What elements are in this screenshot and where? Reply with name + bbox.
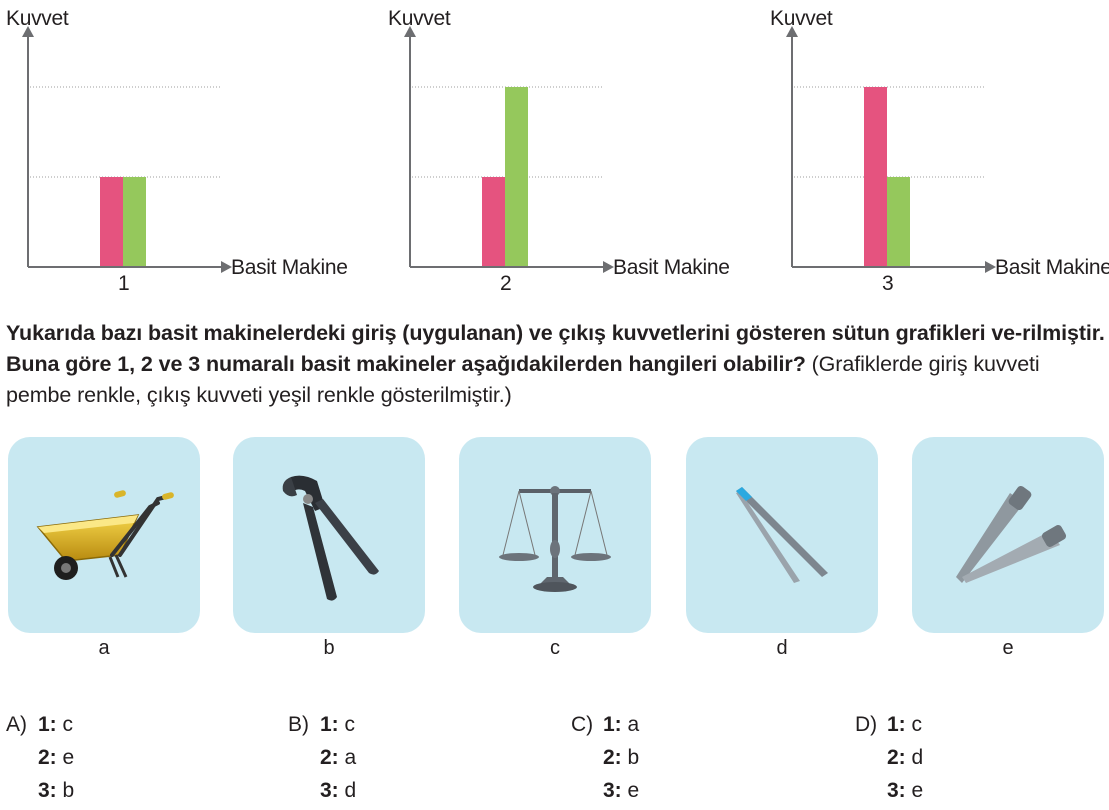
option-letter: C) bbox=[571, 713, 594, 736]
tool-label-d: d bbox=[776, 637, 788, 659]
option-letter: D) bbox=[855, 713, 878, 736]
tool-label-b: b bbox=[323, 637, 335, 659]
answer-value: b bbox=[62, 779, 75, 802]
answer-number: 1: bbox=[887, 713, 906, 736]
option-a[interactable]: A) 1: c 2: e 3: b bbox=[6, 708, 74, 807]
chart-plot bbox=[786, 26, 996, 273]
x-axis-arrow bbox=[985, 261, 996, 273]
category-label: 1 bbox=[118, 272, 130, 295]
tool-card-d bbox=[686, 437, 878, 633]
x-axis-label: Basit Makine bbox=[995, 256, 1109, 279]
answer-value: e bbox=[62, 746, 75, 769]
bar bbox=[864, 87, 887, 267]
bar-chart-1: Kuvvet Basit Makine 1 bbox=[0, 0, 348, 300]
answer-number: 2: bbox=[38, 746, 57, 769]
category-label: 2 bbox=[500, 272, 512, 295]
bar-chart-2: Kuvvet Basit Makine 2 bbox=[382, 0, 730, 300]
tool-label-a: a bbox=[98, 637, 110, 659]
answer-value: c bbox=[344, 713, 356, 736]
tweezers-icon bbox=[736, 487, 828, 583]
option-b[interactable]: B) 1: c 2: a 3: d bbox=[288, 708, 356, 807]
answer-number: 2: bbox=[887, 746, 906, 769]
tool-label-c: c bbox=[550, 637, 560, 659]
tool-label-e: e bbox=[1002, 637, 1014, 659]
bar-chart-3: Kuvvet Basit Makine 3 bbox=[764, 0, 1109, 300]
x-axis-arrow bbox=[221, 261, 232, 273]
y-axis-label: Kuvvet bbox=[6, 7, 69, 30]
tool-card-e bbox=[912, 437, 1104, 633]
option-letter: A) bbox=[6, 713, 27, 736]
answer-value: d bbox=[344, 779, 357, 802]
category-label: 3 bbox=[882, 272, 894, 295]
answer-value: e bbox=[627, 779, 640, 802]
answer-value: e bbox=[911, 779, 924, 802]
end-cutting-pliers-icon bbox=[282, 475, 379, 601]
tool-card-b bbox=[233, 437, 425, 633]
chart-plot bbox=[22, 26, 232, 273]
answer-number: 3: bbox=[320, 779, 339, 802]
tool-card-a bbox=[8, 437, 200, 633]
answer-value: c bbox=[911, 713, 923, 736]
tongs-icon bbox=[956, 485, 1067, 583]
answer-number: 1: bbox=[38, 713, 57, 736]
answer-value: c bbox=[62, 713, 74, 736]
bar bbox=[123, 177, 146, 267]
answer-number: 3: bbox=[603, 779, 622, 802]
answer-number: 3: bbox=[38, 779, 57, 802]
bar bbox=[505, 87, 528, 267]
x-axis-label: Basit Makine bbox=[231, 256, 348, 279]
option-letter: B) bbox=[288, 713, 309, 736]
bar bbox=[100, 177, 123, 267]
y-axis-arrow bbox=[22, 26, 34, 37]
answer-value: b bbox=[627, 746, 640, 769]
answer-number: 1: bbox=[320, 713, 339, 736]
answer-number: 2: bbox=[320, 746, 339, 769]
y-axis-arrow bbox=[786, 26, 798, 37]
question-text: Yukarıda bazı basit makinelerdeki giriş … bbox=[6, 318, 1106, 411]
answer-value: a bbox=[344, 746, 357, 769]
x-axis-arrow bbox=[603, 261, 614, 273]
answer-number: 2: bbox=[603, 746, 622, 769]
wheelbarrow-icon bbox=[36, 490, 174, 580]
option-d[interactable]: D) 1: c 2: d 3: e bbox=[855, 708, 923, 807]
question-note: (Grafiklerde giriş kuvveti pembe renkle,… bbox=[6, 352, 1040, 407]
y-axis-label: Kuvvet bbox=[388, 7, 451, 30]
answer-value: d bbox=[911, 746, 924, 769]
answer-number: 3: bbox=[887, 779, 906, 802]
answer-number: 1: bbox=[603, 713, 622, 736]
tool-card-c bbox=[459, 437, 651, 633]
balance-scale-icon bbox=[499, 486, 611, 592]
y-axis-arrow bbox=[404, 26, 416, 37]
bar bbox=[887, 177, 910, 267]
option-c[interactable]: C) 1: a 2: b 3: e bbox=[571, 708, 639, 807]
y-axis-label: Kuvvet bbox=[770, 7, 833, 30]
chart-plot bbox=[404, 26, 614, 273]
answer-value: a bbox=[627, 713, 640, 736]
question-bold: Yukarıda bazı basit makinelerdeki giriş … bbox=[6, 321, 1105, 376]
bar bbox=[482, 177, 505, 267]
x-axis-label: Basit Makine bbox=[613, 256, 730, 279]
